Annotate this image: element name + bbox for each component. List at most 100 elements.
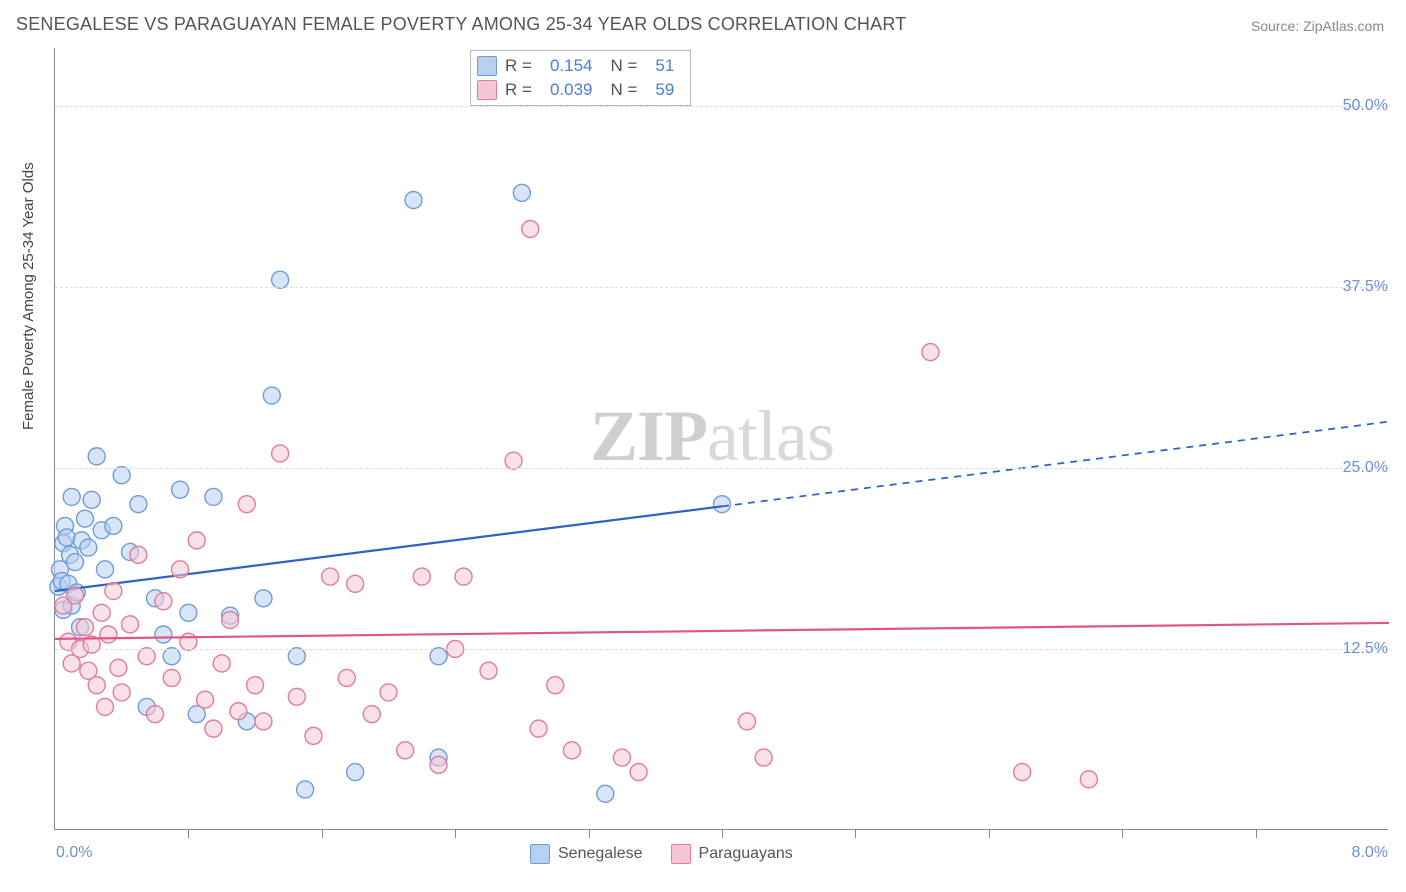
data-point	[80, 539, 97, 556]
data-point	[97, 698, 114, 715]
data-point	[714, 496, 731, 513]
data-point	[630, 764, 647, 781]
legend-n-label: N =	[610, 54, 637, 78]
y-tick-label: 12.5%	[1343, 640, 1388, 658]
data-point	[105, 583, 122, 600]
x-axis-min-label: 0.0%	[56, 844, 92, 862]
data-point	[97, 561, 114, 578]
trend-line-solid	[55, 506, 722, 591]
data-point	[755, 749, 772, 766]
data-point	[347, 764, 364, 781]
legend-n-value: 51	[655, 54, 674, 78]
legend-item: Paraguayans	[671, 844, 793, 864]
data-point	[138, 648, 155, 665]
grid-line	[55, 287, 1388, 288]
data-point	[205, 488, 222, 505]
x-tick	[589, 830, 590, 838]
data-point	[263, 387, 280, 404]
data-point	[105, 517, 122, 534]
data-point	[180, 633, 197, 650]
legend-swatch	[671, 844, 691, 864]
data-point	[163, 648, 180, 665]
trend-line-solid	[55, 623, 1389, 639]
data-point	[63, 488, 80, 505]
data-point	[180, 604, 197, 621]
data-point	[397, 742, 414, 759]
data-point	[255, 590, 272, 607]
data-point	[163, 669, 180, 686]
data-point	[413, 568, 430, 585]
legend-label: Paraguayans	[699, 845, 793, 863]
scatter-svg	[55, 48, 1388, 829]
data-point	[530, 720, 547, 737]
grid-line	[55, 468, 1388, 469]
data-point	[1014, 764, 1031, 781]
data-point	[338, 669, 355, 686]
data-point	[505, 452, 522, 469]
data-point	[288, 648, 305, 665]
legend-n-label: N =	[610, 78, 637, 102]
data-point	[347, 575, 364, 592]
data-point	[122, 616, 139, 633]
y-tick-label: 25.0%	[1343, 459, 1388, 477]
data-point	[563, 742, 580, 759]
legend-swatch	[477, 56, 497, 76]
data-point	[130, 546, 147, 563]
legend-r-value: 0.154	[550, 54, 593, 78]
data-point	[172, 561, 189, 578]
source-attribution: Source: ZipAtlas.com	[1251, 18, 1384, 34]
data-point	[88, 448, 105, 465]
data-point	[380, 684, 397, 701]
grid-line	[55, 649, 1388, 650]
x-tick	[989, 830, 990, 838]
data-point	[1080, 771, 1097, 788]
data-point	[547, 677, 564, 694]
x-tick	[1256, 830, 1257, 838]
grid-line	[55, 106, 1388, 107]
legend-r-label: R =	[505, 78, 532, 102]
data-point	[305, 727, 322, 744]
data-point	[83, 491, 100, 508]
data-point	[455, 568, 472, 585]
data-point	[405, 192, 422, 209]
legend-item: Senegalese	[530, 844, 643, 864]
data-point	[272, 271, 289, 288]
data-point	[597, 785, 614, 802]
legend-row: R = 0.039 N = 59	[477, 78, 684, 102]
data-point	[77, 510, 94, 527]
data-point	[480, 662, 497, 679]
trend-line-dashed	[722, 422, 1389, 507]
data-point	[172, 481, 189, 498]
data-point	[88, 677, 105, 694]
chart-container: SENEGALESE VS PARAGUAYAN FEMALE POVERTY …	[0, 0, 1406, 892]
y-axis-label: Female Poverty Among 25-34 Year Olds	[20, 162, 37, 430]
chart-title: SENEGALESE VS PARAGUAYAN FEMALE POVERTY …	[16, 14, 906, 35]
data-point	[110, 659, 127, 676]
data-point	[93, 604, 110, 621]
data-point	[58, 529, 75, 546]
data-point	[147, 706, 164, 723]
legend-swatch	[530, 844, 550, 864]
data-point	[322, 568, 339, 585]
data-point	[430, 756, 447, 773]
data-point	[67, 554, 84, 571]
data-point	[255, 713, 272, 730]
x-tick	[322, 830, 323, 838]
x-tick	[455, 830, 456, 838]
legend-row: R = 0.154 N = 51	[477, 54, 684, 78]
legend-r-value: 0.039	[550, 78, 593, 102]
legend-label: Senegalese	[558, 845, 643, 863]
legend-r-label: R =	[505, 54, 532, 78]
data-point	[430, 648, 447, 665]
data-point	[288, 688, 305, 705]
data-point	[272, 445, 289, 462]
data-point	[297, 781, 314, 798]
series-legend: Senegalese Paraguayans	[530, 844, 793, 864]
x-axis-max-label: 8.0%	[1352, 844, 1388, 862]
data-point	[197, 691, 214, 708]
data-point	[188, 532, 205, 549]
correlation-legend: R = 0.154 N = 51 R = 0.039 N = 59	[470, 50, 691, 106]
data-point	[363, 706, 380, 723]
legend-n-value: 59	[655, 78, 674, 102]
data-point	[130, 496, 147, 513]
